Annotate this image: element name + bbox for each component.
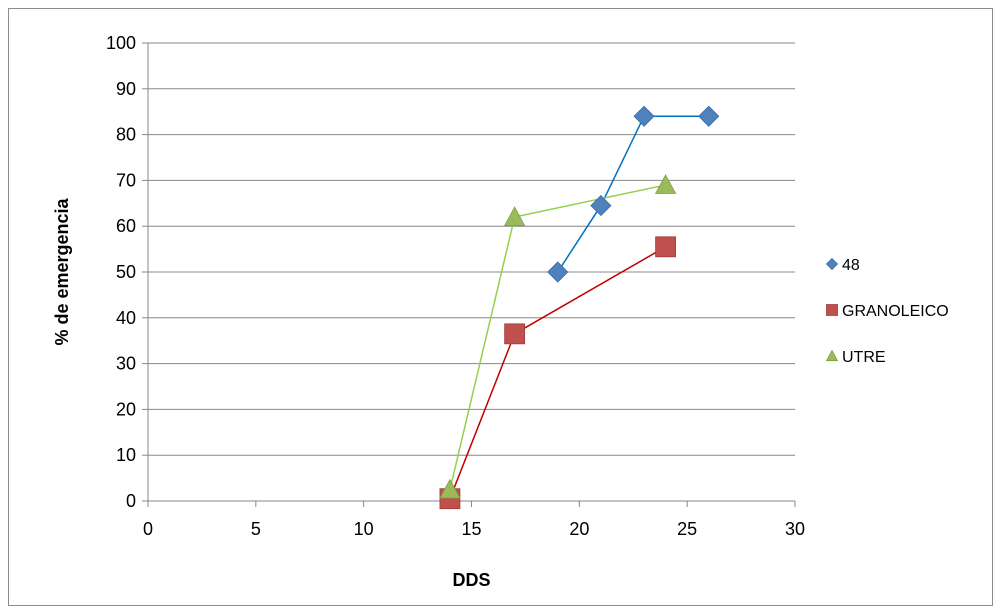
legend-swatch-utre bbox=[825, 349, 839, 362]
legend-item-granoleico: GRANOLEICO bbox=[826, 303, 949, 320]
series-points bbox=[439, 105, 720, 510]
y-tick-label: 10 bbox=[116, 445, 136, 465]
legend-swatch-granoleico bbox=[826, 304, 838, 316]
x-tick-label: 25 bbox=[677, 519, 697, 539]
x-tick-label: 10 bbox=[354, 519, 374, 539]
x-tick-label: 0 bbox=[143, 519, 153, 539]
series-line-utre bbox=[449, 184, 666, 490]
data-point-granoleico bbox=[655, 236, 676, 258]
data-point-48 bbox=[547, 261, 569, 283]
legend-label-utre: UTRE bbox=[842, 349, 886, 366]
x-tick-label: 30 bbox=[785, 519, 805, 539]
y-axis-title: % de emergencia bbox=[52, 197, 72, 345]
data-point-utre bbox=[503, 206, 526, 226]
data-point-48 bbox=[590, 195, 612, 217]
y-tick-label: 100 bbox=[106, 33, 136, 53]
series-line-48 bbox=[557, 115, 709, 273]
legend: 48 GRANOLEICO UTRE bbox=[825, 257, 949, 366]
x-axis-title: DDS bbox=[452, 570, 490, 590]
data-point-utre bbox=[654, 174, 677, 194]
data-point-48 bbox=[698, 105, 720, 127]
series-line-granoleico bbox=[449, 246, 666, 499]
y-tick-label: 0 bbox=[126, 491, 136, 511]
y-tick-label: 40 bbox=[116, 308, 136, 328]
gridlines bbox=[148, 42, 795, 456]
x-tick-label: 5 bbox=[251, 519, 261, 539]
x-tick-label: 15 bbox=[461, 519, 481, 539]
legend-item-48: 48 bbox=[825, 257, 860, 274]
y-tick-labels: 0 10 20 30 40 50 60 70 80 90 100 bbox=[106, 33, 136, 511]
y-tick-label: 20 bbox=[116, 399, 136, 419]
axes bbox=[142, 42, 796, 507]
y-tick-label: 30 bbox=[116, 354, 136, 374]
legend-label-48: 48 bbox=[842, 257, 860, 274]
data-point-utre bbox=[439, 478, 461, 499]
y-tick-label: 80 bbox=[116, 125, 136, 145]
y-tick-label: 50 bbox=[116, 262, 136, 282]
legend-item-utre: UTRE bbox=[825, 349, 886, 366]
y-tick-label: 60 bbox=[116, 216, 136, 236]
series-lines bbox=[449, 115, 709, 499]
legend-label-granoleico: GRANOLEICO bbox=[842, 303, 949, 320]
y-tick-label: 70 bbox=[116, 170, 136, 190]
legend-swatch-48 bbox=[825, 257, 839, 271]
x-tick-label: 20 bbox=[569, 519, 589, 539]
data-point-48 bbox=[633, 105, 655, 127]
data-point-granoleico bbox=[504, 323, 526, 345]
x-tick-labels: 0 5 10 15 20 25 30 bbox=[143, 519, 805, 539]
y-tick-label: 90 bbox=[116, 79, 136, 99]
